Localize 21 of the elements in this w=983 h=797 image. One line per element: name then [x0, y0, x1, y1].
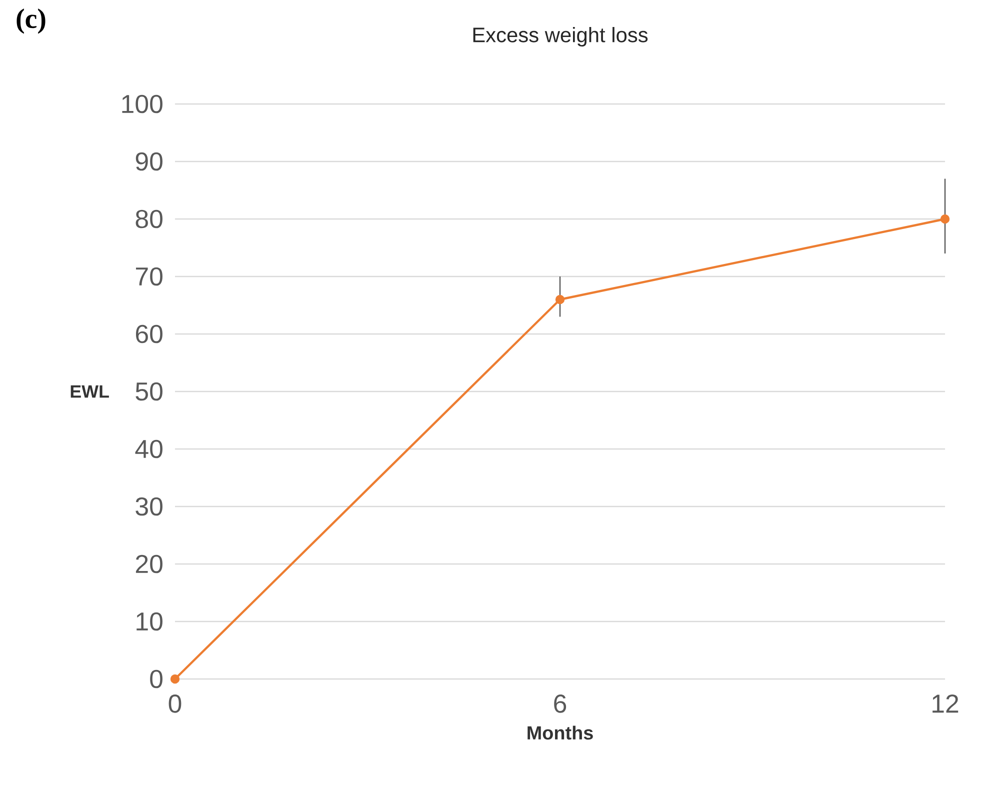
y-tick-label: 10 [136, 612, 162, 631]
point [940, 214, 950, 224]
y-tick-label: 90 [136, 152, 162, 171]
y-tick-label: 20 [136, 554, 162, 574]
y-tick-label: 100 [122, 94, 162, 114]
y-tick-label: 0 [150, 670, 162, 688]
y-tick-label: 40 [135, 440, 162, 458]
point [555, 294, 565, 304]
y-axis-title: EWL [70, 385, 109, 398]
x-tick-label: 6 [554, 694, 566, 713]
y-tick-label: 50 [136, 382, 162, 401]
y-tick-label: 70 [136, 267, 162, 286]
x-tick-label: 12 [932, 694, 958, 713]
point [170, 674, 180, 684]
chart-title: Excess weight loss [473, 26, 648, 46]
text: (c) [16, 8, 46, 34]
y-tick-label: 80 [136, 210, 162, 228]
x-tick-label: 0 [168, 694, 182, 713]
x-axis-title: Months [528, 726, 593, 740]
y-tick-label: 60 [136, 324, 162, 344]
y-tick-label: 30 [136, 497, 162, 516]
